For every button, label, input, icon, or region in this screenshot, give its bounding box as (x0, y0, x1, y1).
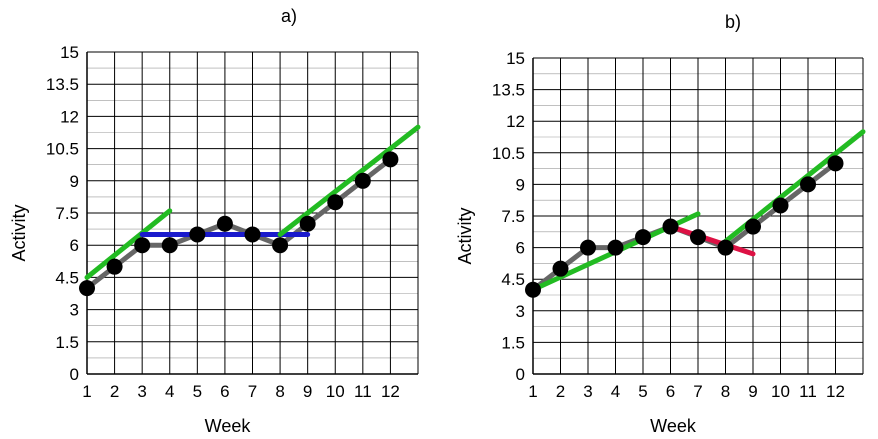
data-point (161, 237, 178, 254)
y-tick-label: 7.5 (55, 204, 79, 223)
y-tick-label: 0 (516, 365, 525, 384)
y-tick-label: 1.5 (501, 333, 525, 352)
data-point (216, 215, 233, 232)
y-tick-label: 12 (506, 112, 525, 131)
x-tick-label: 8 (275, 382, 284, 401)
x-tick-label: 11 (799, 382, 817, 401)
y-tick-label: 0 (70, 365, 79, 384)
y-tick-label: 9 (70, 172, 79, 191)
data-point (382, 151, 399, 168)
y-tick-label: 10.5 (492, 144, 525, 163)
data-point (134, 237, 151, 254)
x-tick-label: 7 (248, 382, 257, 401)
data-point (106, 258, 123, 275)
y-tick-label: 13.5 (492, 81, 525, 100)
data-point (552, 260, 569, 277)
x-tick-label: 6 (220, 382, 229, 401)
trend-line (84, 208, 173, 280)
y-tick-label: 4.5 (501, 270, 525, 289)
data-point (800, 176, 816, 193)
x-tick-label: 1 (82, 382, 91, 401)
x-tick-label: 7 (693, 382, 702, 401)
y-axis-label: Activity (455, 207, 475, 264)
x-tick-label: 5 (638, 382, 647, 401)
data-point (662, 218, 679, 235)
data-point (745, 218, 761, 235)
x-tick-label: 12 (381, 382, 400, 401)
data-point (299, 215, 316, 232)
x-tick-label: 5 (193, 382, 202, 401)
y-tick-label: 6 (516, 239, 525, 258)
y-tick-label: 15 (506, 49, 525, 68)
y-tick-label: 6 (70, 236, 79, 255)
x-tick-label: 9 (748, 382, 757, 401)
trend-line (668, 224, 756, 257)
data-point (525, 281, 541, 298)
x-tick-label: 2 (110, 382, 119, 401)
x-tick-label: 3 (583, 382, 592, 401)
y-tick-label: 12 (60, 107, 79, 126)
data-point (635, 229, 651, 246)
data-point (79, 280, 95, 297)
data-point (772, 197, 789, 214)
x-tick-label: 1 (528, 382, 537, 401)
x-tick-label: 4 (611, 382, 620, 401)
x-tick-label: 8 (721, 382, 730, 401)
x-tick-label: 10 (326, 382, 345, 401)
y-tick-label: 1.5 (55, 333, 79, 352)
y-tick-label: 3 (516, 302, 525, 321)
x-tick-label: 2 (556, 382, 565, 401)
data-point (354, 172, 371, 189)
x-tick-label: 3 (137, 382, 146, 401)
x-tick-label: 10 (771, 382, 790, 401)
y-tick-label: 15 (60, 43, 79, 62)
data-point (580, 239, 596, 256)
x-tick-label: 11 (354, 382, 372, 401)
y-tick-label: 4.5 (55, 268, 79, 287)
x-axis-label: Week (205, 416, 252, 436)
y-tick-label: 10.5 (46, 140, 79, 159)
x-tick-label: 4 (165, 382, 174, 401)
data-point (607, 239, 624, 256)
y-tick-label: 13.5 (46, 75, 79, 94)
x-tick-label: 6 (666, 382, 675, 401)
trend-line (277, 124, 421, 237)
data-point (327, 194, 344, 211)
x-tick-label: 12 (826, 382, 845, 401)
y-tick-label: 9 (516, 175, 525, 194)
y-axis-label: Activity (9, 204, 29, 261)
data-point (827, 155, 844, 172)
chart-title: a) (281, 6, 297, 26)
x-tick-label: 9 (303, 382, 312, 401)
x-axis-label: Week (650, 416, 697, 436)
data-point (244, 226, 261, 243)
y-tick-label: 7.5 (501, 207, 525, 226)
data-point (717, 239, 734, 256)
data-point (690, 229, 706, 246)
data-point (272, 237, 289, 254)
y-tick-label: 3 (70, 301, 79, 320)
chart-title: b) (725, 12, 741, 32)
data-point (189, 226, 206, 243)
